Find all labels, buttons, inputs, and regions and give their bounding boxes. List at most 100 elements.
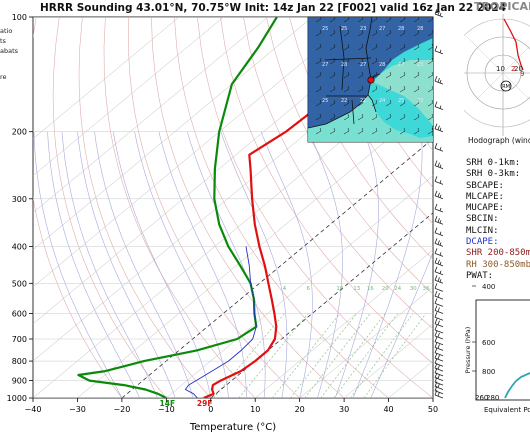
map-temperature-label: 28 xyxy=(379,62,385,68)
x-axis-label: Temperature (°C) xyxy=(189,422,276,433)
storm-motion-label: RM xyxy=(502,84,510,90)
wind-barb xyxy=(434,238,444,247)
mixing-ratio-labels: 4 6 10 13 16 20 24 30 36 xyxy=(283,286,430,292)
map-wind-barb xyxy=(371,113,378,121)
inset-tick-label: 260 xyxy=(475,394,488,402)
legend-item: re xyxy=(0,73,7,81)
map-wind-barb xyxy=(343,57,350,65)
dry-adiabat xyxy=(127,17,300,398)
map-temperature-label: 25 xyxy=(322,26,328,32)
y-tick-label: 200 xyxy=(12,128,27,137)
map-wind-barb xyxy=(399,113,406,121)
wind-barb xyxy=(434,227,444,237)
dry-adiabat xyxy=(289,17,433,260)
map-wind-barb xyxy=(427,29,433,37)
x-tick-label: −30 xyxy=(69,405,86,414)
map-wind-barb xyxy=(315,85,322,93)
map-wind-barb xyxy=(413,29,420,37)
map-wind-barb xyxy=(315,29,322,37)
map-wind-barb xyxy=(315,113,322,121)
map-wind-barb xyxy=(371,57,378,65)
map-wind-barb xyxy=(371,17,378,23)
map-wind-barb xyxy=(315,71,322,79)
map-wind-barb xyxy=(315,99,322,107)
x-tick-label: 40 xyxy=(383,405,393,414)
temperature-line xyxy=(203,24,433,398)
map-wind-barb xyxy=(329,29,336,37)
param-mucape: MUCAPE: xyxy=(466,203,504,214)
map-wind-barb xyxy=(329,127,336,135)
map-temperature-label: 28 xyxy=(417,26,423,32)
isotherm xyxy=(33,17,269,214)
map-wind-barb xyxy=(343,17,350,23)
chart-title: HRRR Sounding 43.01°N, 70.75°W Init: 14z… xyxy=(40,2,507,14)
wind-barb xyxy=(434,290,444,300)
y-tick-label: 100 xyxy=(12,13,27,22)
map-temperature-label: 23 xyxy=(417,98,423,104)
map-wind-barb xyxy=(399,99,406,107)
map-temperature-label: 28 xyxy=(398,26,404,32)
map-wind-barb xyxy=(385,85,392,93)
param-shr-200-850: SHR 200-850mb xyxy=(466,248,530,259)
map-wind-barb xyxy=(371,85,378,93)
x-tick-label: 10 xyxy=(250,405,260,414)
wind-barb xyxy=(434,283,444,292)
map-wind-barb xyxy=(315,17,322,23)
map-wind-barb xyxy=(315,57,322,65)
map-temperature-label: 27 xyxy=(379,26,385,32)
isotherm xyxy=(33,17,358,288)
y-tick-label: 800 xyxy=(12,357,27,366)
map-wind-barb xyxy=(371,71,378,79)
map-inset: 25 25 23 27 28 28 27 28 27 28 27 23 25 22 22 24 25 23 xyxy=(307,16,434,143)
x-tick-label: −20 xyxy=(113,405,130,414)
map-temperature-label: 25 xyxy=(398,98,404,104)
mixing-ratio-label: 30 xyxy=(410,286,417,292)
map-temperature-label: 22 xyxy=(360,98,366,104)
legend-item: atio xyxy=(0,27,13,35)
x-tick-label: −10 xyxy=(158,405,175,414)
y-tick-label: 500 xyxy=(12,279,27,288)
map-temperature-label: 25 xyxy=(322,98,328,104)
map-wind-barb xyxy=(329,113,336,121)
map-temperature-label: 23 xyxy=(360,26,366,32)
wind-barb xyxy=(434,347,444,357)
map-temperature-label: 27 xyxy=(398,62,404,68)
wind-barbs xyxy=(434,8,444,399)
map-temperature-label: 25 xyxy=(341,26,347,32)
param-mlcape: MLCAPE: xyxy=(466,191,504,202)
map-wind-barb xyxy=(427,43,433,51)
map-wind-barb xyxy=(357,99,364,107)
sounding-parameters: SRH 0-1km: SRH 0-3km: SBCAPE: MLCAPE: MU… xyxy=(466,158,530,282)
dry-adiabat xyxy=(174,17,389,398)
param-mlcin: MLCIN: xyxy=(466,225,499,236)
map-wind-barb xyxy=(385,17,392,23)
map-wind-barb xyxy=(315,127,322,135)
wind-barb xyxy=(434,176,444,185)
wind-barb xyxy=(434,203,444,213)
mixing-ratio-label: 20 xyxy=(382,286,389,292)
map-wind-barb xyxy=(385,29,392,37)
map-wind-barb xyxy=(343,85,350,93)
wind-barb xyxy=(434,336,444,346)
param-sbcape: SBCAPE: xyxy=(466,180,504,191)
mixing-ratio-label: 4 xyxy=(283,286,287,292)
mixing-ratio-label: 16 xyxy=(367,286,374,292)
wind-barb xyxy=(434,216,444,225)
map-wind-barb xyxy=(329,43,336,51)
mixing-ratio-line xyxy=(333,313,398,398)
mixing-ratio-label: 36 xyxy=(423,286,430,292)
map-wind-barb xyxy=(413,71,420,79)
wind-barb xyxy=(434,257,444,267)
location-marker xyxy=(367,76,375,84)
profile-inset: 400 600 800 Pressure (hPa) 260 280 Equiv… xyxy=(464,283,530,414)
y-tick-label: 300 xyxy=(12,195,27,204)
inset-tick-label: 280 xyxy=(486,394,499,402)
map-wind-barb xyxy=(357,29,364,37)
wind-barb xyxy=(434,352,444,362)
map-temperature-label: 28 xyxy=(341,62,347,68)
map-wind-barb xyxy=(427,17,433,23)
map-wind-barb xyxy=(427,127,433,135)
isotherm-highlight xyxy=(210,212,433,398)
wind-barb xyxy=(434,275,444,284)
surface-dewpoint-label: 14F xyxy=(160,399,176,408)
